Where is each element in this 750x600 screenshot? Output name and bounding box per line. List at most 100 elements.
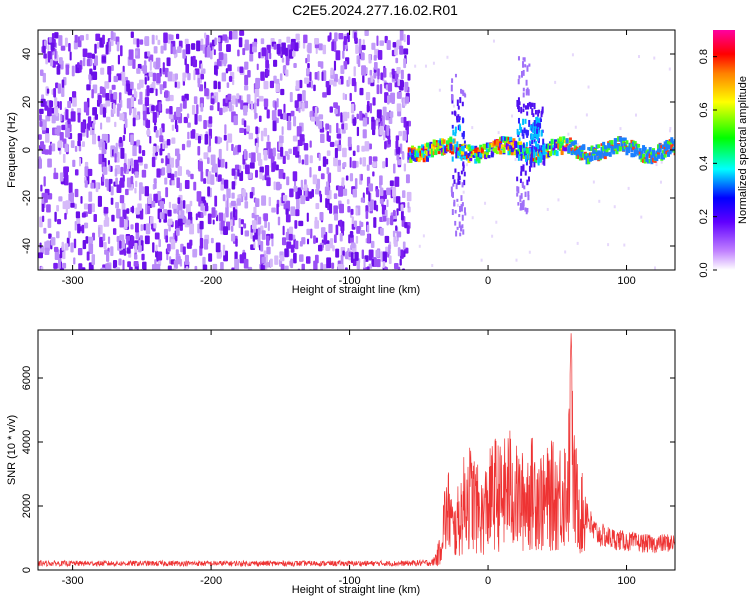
spectrogram-signal-cell <box>668 149 672 155</box>
spectrogram-noise-cell <box>89 68 93 76</box>
spectrogram-noise-cell <box>82 48 88 58</box>
spectrogram-noise-cell <box>361 145 366 152</box>
spectrogram-burst-cell <box>526 65 529 72</box>
spectrogram-signal-cell <box>540 147 544 153</box>
spectrogram-burst-cell <box>520 206 523 211</box>
spectrogram-noise-cell <box>77 247 83 256</box>
spectrogram-noise-cell <box>393 262 399 270</box>
spectrogram-noise-cell <box>398 130 403 137</box>
spectrogram-signal-cell <box>618 138 622 142</box>
spectrogram-noise-cell <box>258 159 263 166</box>
spectrogram-noise-cell <box>144 97 150 106</box>
spectrogram-signal-cell <box>467 144 471 149</box>
spectrogram-noise-cell <box>152 72 157 82</box>
spectrogram-noise-cell <box>295 80 300 89</box>
spectrogram-signal-cell <box>497 142 501 147</box>
spectrogram-noise-cell <box>126 98 131 109</box>
snr-x-tick-label: 0 <box>485 575 491 587</box>
spectrogram-signal-cell <box>500 144 504 149</box>
spectrogram-noise-cell <box>142 110 147 121</box>
spectrogram-noise-cell <box>246 94 251 105</box>
spectrogram-faint-cell <box>660 160 663 164</box>
spectrogram-noise-cell <box>226 82 230 88</box>
spectrogram-noise-cell <box>374 120 379 126</box>
spectrogram-noise-cell <box>276 98 279 108</box>
spectrogram-noise-cell <box>95 33 101 42</box>
spectrogram-noise-cell <box>400 210 404 221</box>
spectrogram-noise-cell <box>362 157 367 167</box>
spectrogram-noise-cell <box>365 92 371 101</box>
spectrogram-signal-cell <box>661 154 665 160</box>
spectrogram-noise-cell <box>136 38 140 48</box>
spectrogram-signal-cell <box>411 154 415 160</box>
spectrogram-noise-cell <box>240 100 244 110</box>
spectrogram-noise-cell <box>257 227 261 236</box>
spectrogram-noise-cell <box>63 166 69 178</box>
spectrogram-faint-cell <box>515 258 518 262</box>
spectrogram-noise-cell <box>182 49 186 59</box>
spectrogram-signal-cell <box>431 143 435 149</box>
spectrogram-faint-cell <box>654 266 657 270</box>
spectrogram-noise-cell <box>146 130 151 136</box>
spectrogram-noise-cell <box>254 91 257 103</box>
spectrogram-noise-cell <box>142 65 148 74</box>
spectrogram-noise-cell <box>393 163 396 174</box>
spectrogram-noise-cell <box>333 193 338 200</box>
spectrogram-noise-cell <box>105 134 109 144</box>
spectrogram-signal-cell <box>527 150 531 156</box>
spectrogram-noise-cell <box>294 100 299 108</box>
spectrogram-noise-cell <box>101 56 106 63</box>
spectrogram-noise-cell <box>155 35 158 41</box>
spectrogram-noise-cell <box>376 258 381 268</box>
snr-x-tick-label: -100 <box>339 575 361 587</box>
spectrogram-noise-cell <box>231 168 236 176</box>
spectrogram-noise-cell <box>211 207 216 218</box>
spectrogram-noise-cell <box>242 189 246 197</box>
spectrogram-noise-cell <box>320 262 323 270</box>
spectrogram-noise-cell <box>254 112 258 119</box>
spectrogram-noise-cell <box>197 223 200 234</box>
spectrogram-noise-cell <box>130 134 134 146</box>
spectrogram-noise-cell <box>165 108 170 114</box>
spectrogram-signal-cell <box>580 149 584 153</box>
spectrogram-signal-cell <box>507 146 511 151</box>
spectrogram-signal-cell <box>620 142 624 147</box>
spectrogram-noise-cell <box>261 195 267 206</box>
spectrogram-noise-cell <box>94 43 97 54</box>
spectrogram-signal-cell <box>670 144 674 150</box>
spectrogram-signal-cell <box>570 150 574 156</box>
spectrogram-noise-cell <box>315 203 320 210</box>
spectrogram-noise-cell <box>74 169 79 176</box>
spectrogram-burst-cell <box>524 207 527 212</box>
spectrogram-burst-cell <box>533 161 536 168</box>
spectrogram-burst-cell <box>460 170 463 175</box>
spectrogram-noise-cell <box>255 169 258 178</box>
spectrogram-noise-cell <box>339 203 344 214</box>
spectrogram-noise-cell <box>227 64 232 72</box>
spectrogram-noise-cell <box>187 131 190 140</box>
spectrogram-burst-cell <box>461 117 464 124</box>
spectrogram-noise-cell <box>134 171 139 178</box>
spectrogram-signal-cell <box>573 140 577 145</box>
spectrogram-noise-cell <box>309 167 312 178</box>
spectrogram-noise-cell <box>223 106 228 112</box>
spectrogram-burst-cell <box>456 226 459 230</box>
spectrogram-noise-cell <box>380 72 384 81</box>
spectrogram-noise-cell <box>43 53 47 59</box>
spectrogram-noise-cell <box>129 266 133 270</box>
spectrogram-burst-cell <box>523 127 526 134</box>
spectrogram-noise-cell <box>163 81 167 89</box>
spectrogram-signal-cell <box>650 158 654 165</box>
spectrogram-signal-cell <box>492 148 496 152</box>
spectrogram-noise-cell <box>38 134 42 140</box>
spectrogram-faint-cell <box>627 186 630 190</box>
spectrogram-noise-cell <box>127 261 131 268</box>
spectrogram-noise-cell <box>87 52 92 59</box>
spectrogram-faint-cell <box>424 64 427 68</box>
spectrogram-noise-cell <box>386 187 391 196</box>
spectrogram-noise-cell <box>160 158 164 164</box>
spectrogram-noise-cell <box>173 53 177 59</box>
spectrogram-noise-cell <box>239 165 242 173</box>
spectrogram-burst-cell <box>528 119 531 127</box>
spectrogram-burst-cell <box>462 167 465 172</box>
